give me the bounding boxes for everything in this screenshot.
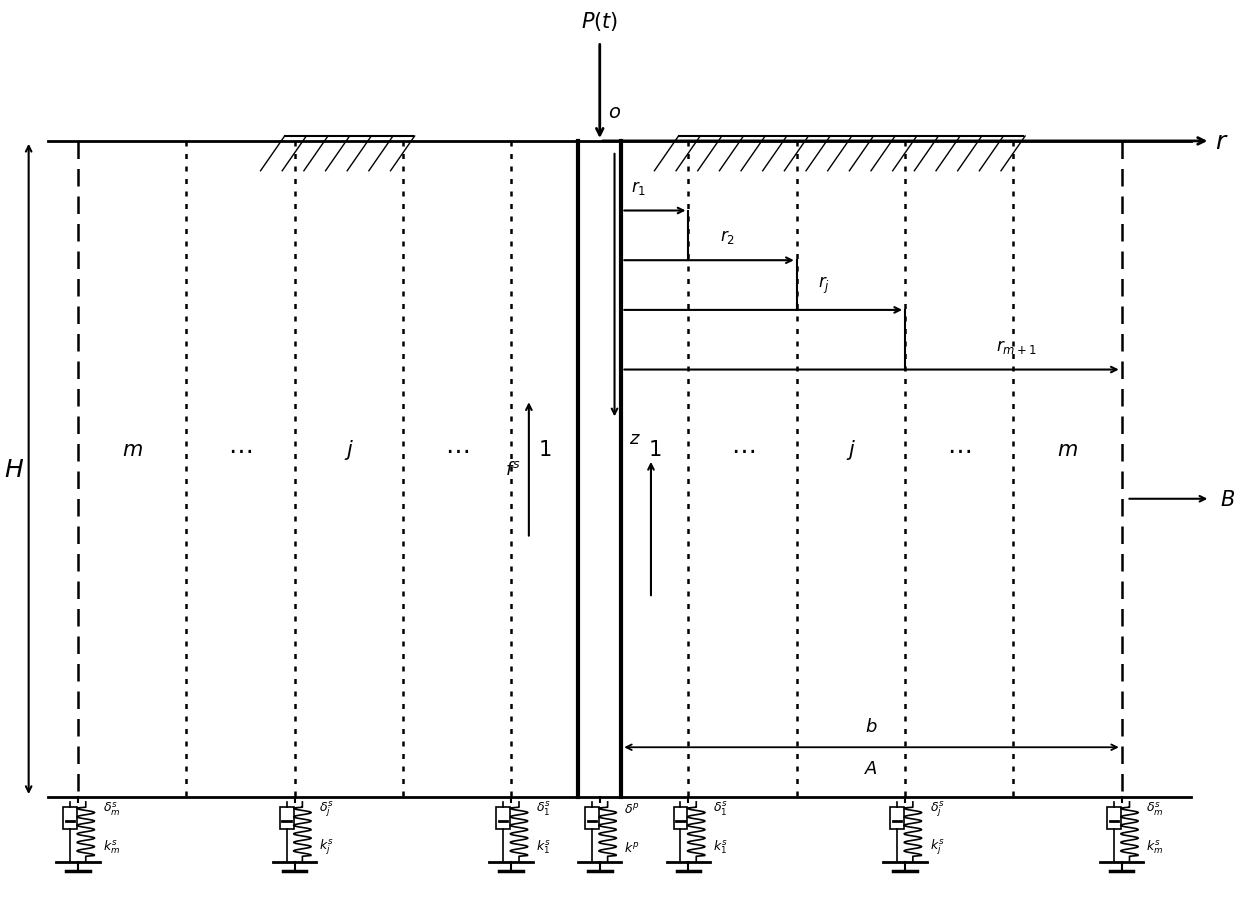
Text: $f^s$: $f^s$: [505, 460, 521, 479]
Text: $k_m^s$: $k_m^s$: [1146, 838, 1163, 856]
Text: $o$: $o$: [608, 103, 621, 122]
Text: $\cdots$: $\cdots$: [228, 437, 253, 461]
Bar: [890, 807, 904, 829]
Text: $H$: $H$: [4, 458, 24, 482]
Text: $j$: $j$: [343, 437, 353, 461]
Text: $j$: $j$: [846, 437, 856, 461]
Text: $m$: $m$: [122, 439, 143, 460]
Bar: [63, 807, 77, 829]
Text: $z$: $z$: [629, 430, 641, 448]
Bar: [280, 807, 294, 829]
Text: $k_1^s$: $k_1^s$: [536, 838, 551, 856]
Text: $\delta_m^s$: $\delta_m^s$: [1146, 800, 1164, 817]
Text: $A$: $A$: [864, 759, 878, 777]
Text: $r_{m+1}$: $r_{m+1}$: [996, 337, 1037, 356]
Bar: [673, 807, 687, 829]
Text: $\delta_1^s$: $\delta_1^s$: [713, 800, 728, 817]
Text: $\cdots$: $\cdots$: [445, 437, 469, 461]
Text: $P(t)$: $P(t)$: [582, 9, 619, 32]
Text: $\delta_m^s$: $\delta_m^s$: [103, 800, 120, 817]
Text: $r$: $r$: [1215, 130, 1229, 153]
Text: $k^p$: $k^p$: [625, 840, 640, 854]
Text: $k_j^s$: $k_j^s$: [319, 837, 334, 857]
Text: $\delta_1^s$: $\delta_1^s$: [536, 800, 551, 817]
Text: $b$: $b$: [866, 718, 878, 735]
Text: $B$: $B$: [1220, 489, 1235, 509]
Text: $r_j$: $r_j$: [818, 275, 831, 296]
Text: $\cdots$: $\cdots$: [947, 437, 971, 461]
Text: $m$: $m$: [1056, 439, 1078, 460]
Text: $\cdots$: $\cdots$: [730, 437, 755, 461]
Text: $\delta^p$: $\delta^p$: [625, 801, 640, 815]
Bar: [585, 807, 599, 829]
Text: $r_2$: $r_2$: [720, 228, 735, 246]
Text: $r_1$: $r_1$: [631, 178, 646, 197]
Bar: [1107, 807, 1121, 829]
Text: $\delta_j^s$: $\delta_j^s$: [319, 799, 334, 818]
Text: $1$: $1$: [649, 439, 662, 460]
Bar: [496, 807, 510, 829]
Text: $k_m^s$: $k_m^s$: [103, 838, 120, 856]
Text: $k_j^s$: $k_j^s$: [930, 837, 944, 857]
Text: $k_1^s$: $k_1^s$: [713, 838, 728, 856]
Text: $\delta_j^s$: $\delta_j^s$: [930, 799, 945, 818]
Text: $1$: $1$: [538, 439, 552, 460]
